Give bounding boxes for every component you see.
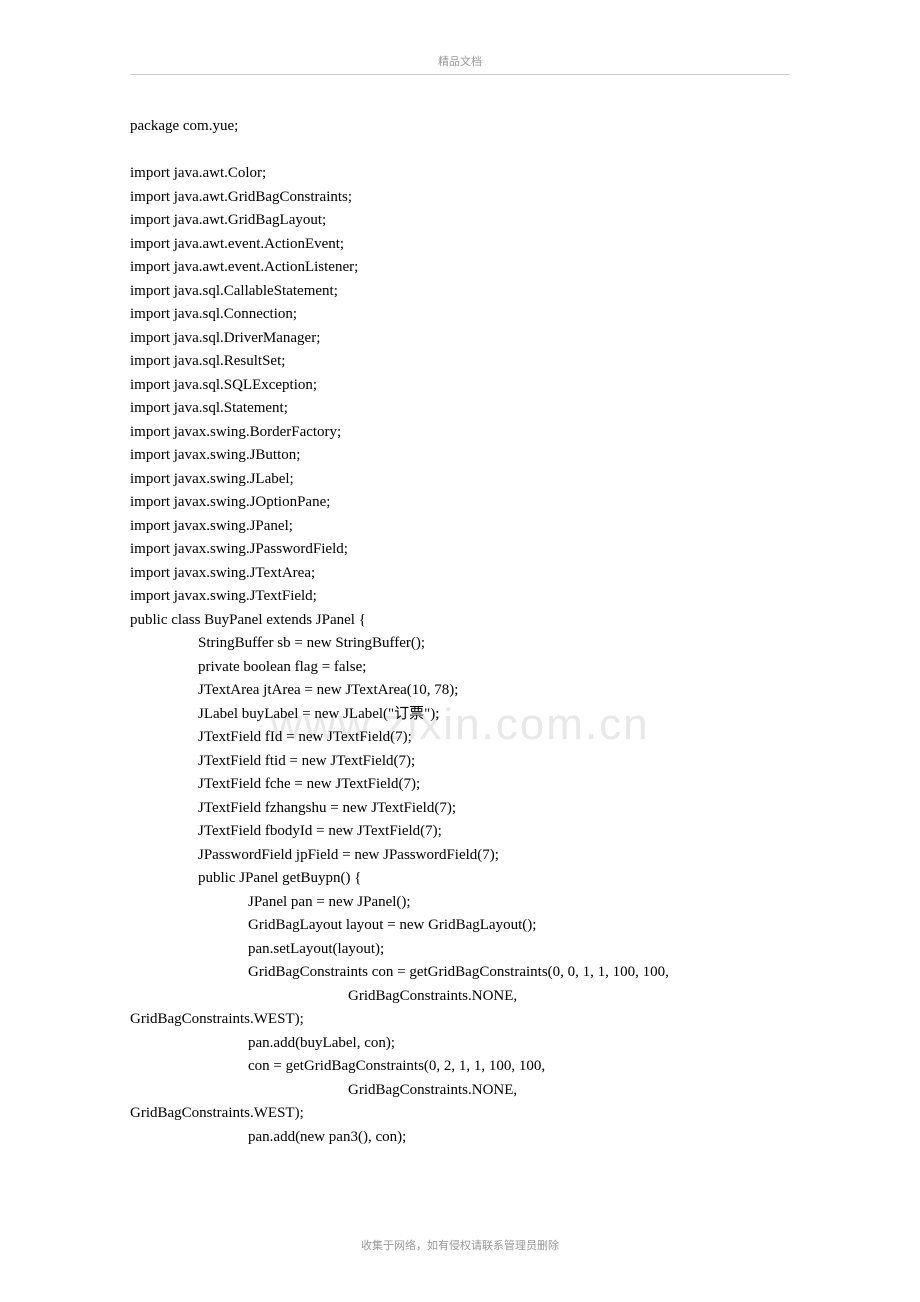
code-line: package com.yue; [130, 115, 790, 139]
code-line: GridBagConstraints con = getGridBagConst… [130, 961, 790, 985]
code-line: import javax.swing.JTextArea; [130, 562, 790, 586]
code-line: import javax.swing.JOptionPane; [130, 491, 790, 515]
code-line: GridBagConstraints.WEST); [130, 1008, 790, 1032]
code-line: import java.awt.GridBagConstraints; [130, 186, 790, 210]
code-line: JTextArea jtArea = new JTextArea(10, 78)… [130, 679, 790, 703]
code-line: import java.sql.ResultSet; [130, 350, 790, 374]
code-line: pan.setLayout(layout); [130, 938, 790, 962]
code-line: import java.sql.Statement; [130, 397, 790, 421]
footer-text: 收集于网络，如有侵权请联系管理员删除 [361, 1240, 559, 1252]
code-line: import javax.swing.JPanel; [130, 515, 790, 539]
code-line: public JPanel getBuypn() { [130, 867, 790, 891]
code-line: JTextField ftid = new JTextField(7); [130, 750, 790, 774]
code-line: GridBagConstraints.NONE, [130, 1079, 790, 1103]
code-line: JTextField fbodyId = new JTextField(7); [130, 820, 790, 844]
code-line: JTextField fzhangshu = new JTextField(7)… [130, 797, 790, 821]
code-line: import java.sql.SQLException; [130, 374, 790, 398]
code-line: import javax.swing.JPasswordField; [130, 538, 790, 562]
code-line: import javax.swing.JTextField; [130, 585, 790, 609]
code-line: GridBagConstraints.NONE, [130, 985, 790, 1009]
code-line: import javax.swing.BorderFactory; [130, 421, 790, 445]
code-line: import java.awt.event.ActionListener; [130, 256, 790, 280]
page-footer: 收集于网络，如有侵权请联系管理员删除 [0, 1236, 920, 1254]
code-line: JTextField fche = new JTextField(7); [130, 773, 790, 797]
code-line: JPasswordField jpField = new JPasswordFi… [130, 844, 790, 868]
code-content: package com.yue; import java.awt.Color;i… [130, 115, 790, 1149]
code-line: public class BuyPanel extends JPanel { [130, 609, 790, 633]
code-line: JPanel pan = new JPanel(); [130, 891, 790, 915]
code-line: import javax.swing.JButton; [130, 444, 790, 468]
code-line: import java.awt.Color; [130, 162, 790, 186]
header-text: 精品文档 [438, 56, 482, 68]
code-line: StringBuffer sb = new StringBuffer(); [130, 632, 790, 656]
code-line: JTextField fId = new JTextField(7); [130, 726, 790, 750]
code-line: import java.awt.GridBagLayout; [130, 209, 790, 233]
code-line: pan.add(buyLabel, con); [130, 1032, 790, 1056]
code-line: import java.awt.event.ActionEvent; [130, 233, 790, 257]
code-line: import java.sql.DriverManager; [130, 327, 790, 351]
code-line: private boolean flag = false; [130, 656, 790, 680]
blank-line [130, 139, 790, 163]
code-line: GridBagLayout layout = new GridBagLayout… [130, 914, 790, 938]
code-line: import java.sql.Connection; [130, 303, 790, 327]
code-line: GridBagConstraints.WEST); [130, 1102, 790, 1126]
code-line: JLabel buyLabel = new JLabel("订票"); [130, 703, 790, 727]
code-line: con = getGridBagConstraints(0, 2, 1, 1, … [130, 1055, 790, 1079]
code-line: pan.add(new pan3(), con); [130, 1126, 790, 1150]
code-line: import javax.swing.JLabel; [130, 468, 790, 492]
page-header: 精品文档 [130, 52, 790, 75]
code-line: import java.sql.CallableStatement; [130, 280, 790, 304]
